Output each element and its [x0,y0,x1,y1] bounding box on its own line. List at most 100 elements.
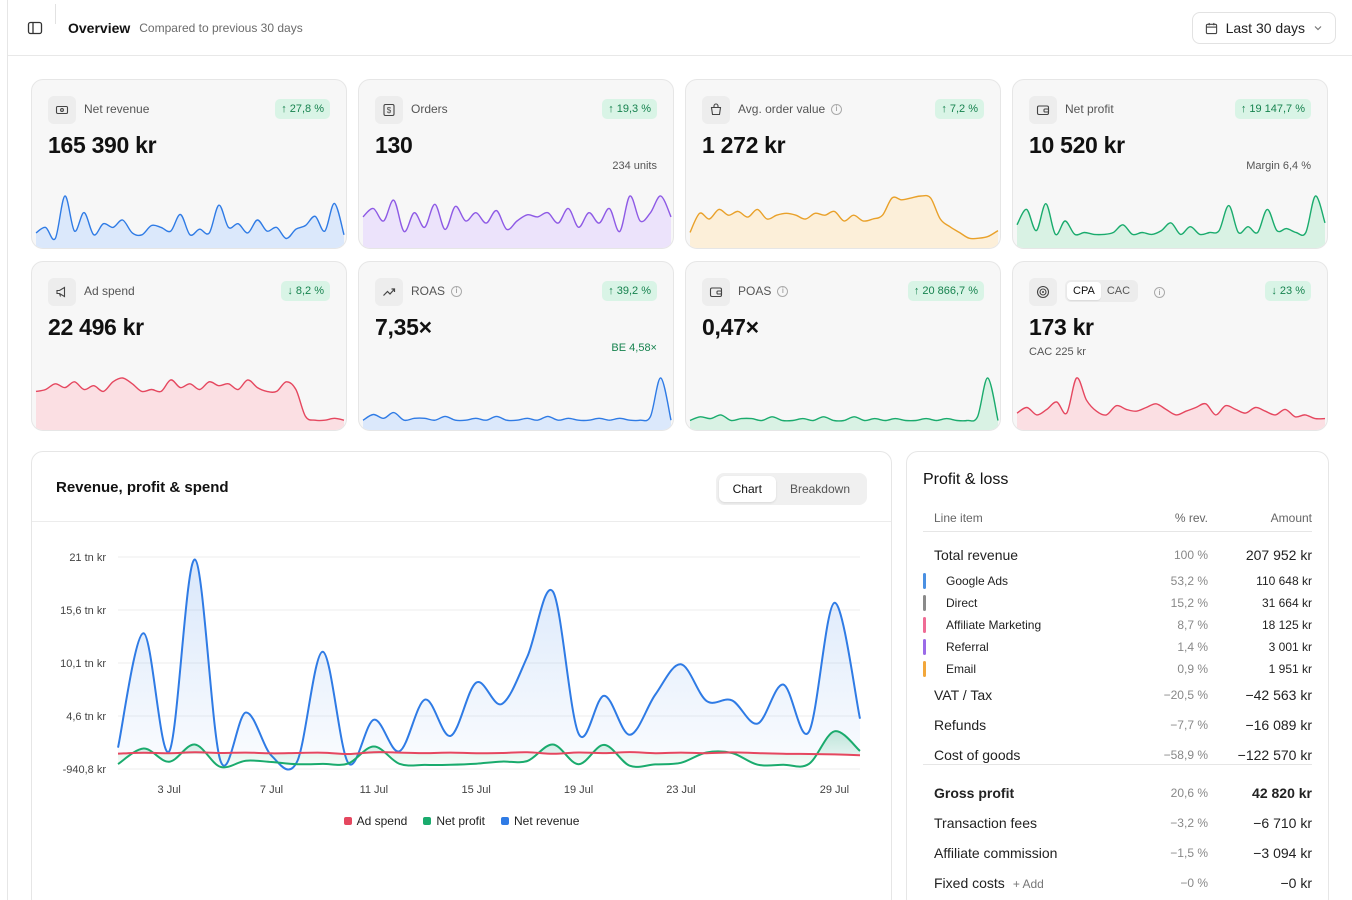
delta-value: 20 866,7 % [922,285,978,297]
chevron-down-icon [1314,26,1322,31]
sparkline-line [35,377,345,422]
sparkline-line [1016,195,1326,237]
pl-col-pct: % rev. [1174,511,1208,525]
kpi-card-poas[interactable]: POAS i ↑ 20 866,7 % 0,47× [685,261,1001,431]
pl-item-pct: −58,9 % [1163,748,1208,762]
channel-color-bar [923,661,926,677]
pl-row-refunds[interactable]: Refunds −7,7 % −16 089 kr [923,714,1312,736]
pl-item-amount: −3 094 kr [1253,845,1312,861]
info-icon[interactable]: i [777,285,789,297]
series-line-net-revenue[interactable] [117,558,861,771]
x-tick-label: 29 Jul [820,784,849,796]
kpi-icon-box [1029,278,1057,306]
info-icon[interactable]: i [1154,287,1165,298]
kpi-label-row: POAS i [738,284,789,298]
pl-item-amount: −6 710 kr [1253,815,1312,831]
sparkline-line [689,377,999,422]
pl-row-cost-of-goods[interactable]: Cost of goods −58,9 % −122 570 kr [923,744,1312,766]
info-icon[interactable]: i [831,103,843,115]
pl-item-label: Transaction fees [934,815,1037,831]
kpi-card-cpa[interactable]: CPA CAC i ↓ 23 % 173 kr CAC 225 kr [1012,261,1328,431]
arrow-up-icon: ↑ [941,103,947,115]
legend-label: Net revenue [514,814,580,828]
kpi-card-avg-order-value[interactable]: Avg. order value i ↑ 7,2 % 1 272 kr [685,79,1001,249]
kpi-icon-box [702,278,730,306]
pl-item-name: Fixed costs + Add [934,875,1044,891]
pl-row-gross-profit[interactable]: Gross profit 20,6 % 42 820 kr [923,782,1312,804]
delta-badge: ↓ 23 % [1265,281,1311,301]
pl-row-fixed-costs[interactable]: Fixed costs + Add −0 % −0 kr [923,872,1312,894]
add-fixed-cost-button[interactable]: + Add [1012,877,1044,891]
kpi-label: POAS [738,284,772,298]
pl-item-amount: −42 563 kr [1245,687,1312,703]
series-area-net-profit [118,731,860,768]
pl-item-amount: 110 648 kr [1256,574,1312,588]
legend-item-net-revenue[interactable]: Net revenue [501,814,579,828]
pl-item-name: Cost of goods [934,747,1020,763]
pl-item-pct: −0 % [1180,876,1208,890]
tab-chart[interactable]: Chart [718,476,776,502]
pl-row-email[interactable]: Email 0,9 % 1 951 kr [923,658,1312,680]
pl-row-transaction-fees[interactable]: Transaction fees −3,2 % −6 710 kr [923,812,1312,834]
delta-badge: ↓ 8,2 % [281,281,330,301]
pl-row-google-ads[interactable]: Google Ads 53,2 % 110 648 kr [923,570,1312,592]
kpi-label-row: Net revenue [84,102,149,116]
kpi-label: Net revenue [84,102,150,116]
kpi-label: ROAS [411,284,446,298]
pl-row-affiliate-commission[interactable]: Affiliate commission −1,5 % −3 094 kr [923,842,1312,864]
date-range-button[interactable]: Last 30 days [1191,12,1336,44]
sparkline-line [1016,377,1326,420]
pl-row-vat-tax[interactable]: VAT / Tax −20,5 % −42 563 kr [923,684,1312,706]
arrow-up-icon: ↑ [1240,103,1247,115]
kpi-sub: BE 4,58× [611,342,657,354]
pl-item-label: Fixed costs [934,875,1005,891]
delta-badge: ↑ 19,3 % [602,99,657,119]
pl-row-total-revenue[interactable]: Total revenue 100 % 207 952 kr [923,544,1312,566]
channel-color-bar [923,639,926,655]
dollar-icon: $ [383,103,395,117]
legend-item-ad-spend[interactable]: Ad spend [343,814,407,828]
sparkline [362,377,672,430]
legend-swatch [423,817,432,825]
legend-item-net-profit[interactable]: Net profit [423,814,485,828]
pl-item-name: Transaction fees [934,815,1037,831]
kpi-value: 1 272 kr [702,132,786,158]
kpi-card-net-profit[interactable]: Net profit ↑ 19 147,7 % 10 520 kr Margin… [1012,79,1328,249]
toggle-cpa[interactable]: CPA [1067,282,1101,300]
delta-value: 39,2 % [616,285,651,297]
pl-item-name: Affiliate commission [934,845,1057,861]
revenue-profit-spend-chart: 21 tn kr 15,6 tn kr 10,1 tn kr 4,6 tn kr -94… [60,552,861,796]
kpi-card-ad-spend[interactable]: Ad spend ↓ 8,2 % 22 496 kr [31,261,347,431]
tab-breakdown[interactable]: Breakdown [789,482,850,496]
pl-item-name: VAT / Tax [934,687,992,703]
kpi-card-net-revenue[interactable]: Net revenue ↑ 27,8 % 165 390 kr [31,79,347,249]
chart-header: Revenue, profit & spend Chart Breakdown [32,452,891,522]
sparkline [689,194,999,248]
chart-legend: Ad spend Net profit Net revenue [32,814,891,828]
legend-swatch [343,817,352,825]
toggle-cac[interactable]: CAC [1106,285,1131,297]
kpi-card-roas[interactable]: ROAS i ↑ 39,2 % 7,35× BE 4,58× [358,261,674,431]
pl-row-affiliate-marketing[interactable]: Affiliate Marketing 8,7 % 18 125 kr [923,614,1312,636]
pl-item-pct: −7,7 % [1170,718,1208,732]
delta-badge: ↑ 27,8 % [275,99,330,119]
sidebar-icon [27,21,43,34]
pl-item-amount: 42 820 kr [1252,785,1312,801]
pl-item-label: Refunds [934,717,987,733]
wallet-icon [1036,105,1050,116]
kpi-value: 0,47× [702,314,759,340]
pl-row-referral[interactable]: Referral 1,4 % 3 001 kr [923,636,1312,658]
sparkline-line [35,195,345,241]
series-line-net-profit[interactable] [117,730,861,769]
kpi-sub: CAC 225 kr [1029,346,1086,358]
sidebar-toggle-button[interactable] [25,18,45,38]
pl-item-name: Google Ads [946,574,1008,588]
info-icon[interactable]: i [451,285,463,297]
arrow-up-icon: ↑ [608,285,614,297]
pl-row-direct[interactable]: Direct 15,2 % 31 664 kr [923,592,1312,614]
legend-label: Net profit [436,814,486,828]
pl-item-name: Direct [946,596,977,610]
y-tick-label: 10,1 tn kr [60,658,106,670]
series-line-ad-spend[interactable] [117,751,861,757]
kpi-card-orders[interactable]: $ Orders ↑ 19,3 % 130 234 units [358,79,674,249]
